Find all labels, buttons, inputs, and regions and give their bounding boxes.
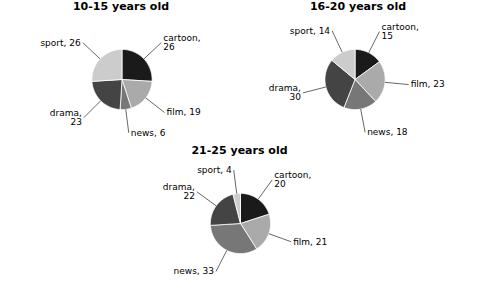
svg-text:news, 6: news, 6 [130,128,165,138]
html-text:16-20 years old: 16-20 years old [310,0,406,13]
svg-text:news, 18: news, 18 [367,127,408,137]
svg-text:film, 19: film, 19 [166,107,200,117]
svg-text:drama,22: drama,22 [162,182,194,201]
svg-text:drama,23: drama,23 [49,108,81,127]
svg-text:drama,30: drama,30 [268,83,300,102]
html-text:10-15 years old: 10-15 years old [73,0,169,13]
svg-text:film, 21: film, 21 [293,237,327,247]
svg-text:sport, 14: sport, 14 [289,26,330,36]
svg-text:film, 23: film, 23 [410,79,444,89]
svg-text:news, 33: news, 33 [173,266,213,276]
html-text:21-25 years old: 21-25 years old [191,144,288,157]
svg-text:cartoon,15: cartoon,15 [381,22,418,41]
svg-text:sport, 26: sport, 26 [40,38,81,48]
svg-text:sport, 4: sport, 4 [197,165,232,175]
svg-text:cartoon,20: cartoon,20 [274,170,311,189]
svg-text:cartoon,26: cartoon,26 [163,33,200,52]
